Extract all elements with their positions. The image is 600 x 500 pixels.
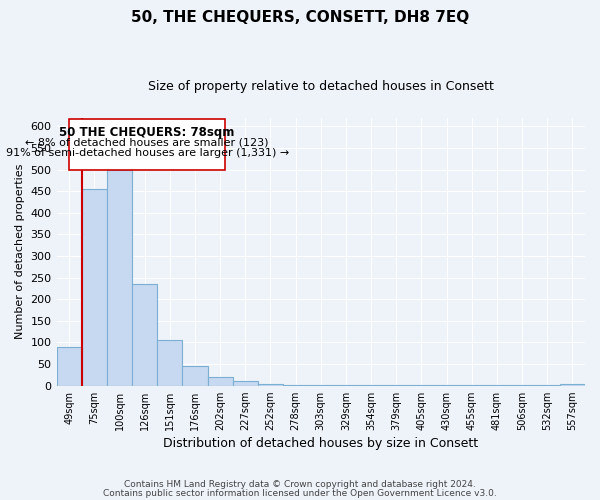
Title: Size of property relative to detached houses in Consett: Size of property relative to detached ho… [148,80,494,93]
Text: 50, THE CHEQUERS, CONSETT, DH8 7EQ: 50, THE CHEQUERS, CONSETT, DH8 7EQ [131,10,469,25]
Bar [56,347,82,386]
Bar [182,366,208,386]
Text: Contains HM Land Registry data © Crown copyright and database right 2024.: Contains HM Land Registry data © Crown c… [124,480,476,489]
Bar [208,377,233,386]
Text: 91% of semi-detached houses are larger (1,331) →: 91% of semi-detached houses are larger (… [5,148,289,158]
FancyBboxPatch shape [69,119,225,170]
Text: Contains public sector information licensed under the Open Government Licence v3: Contains public sector information licen… [103,488,497,498]
Bar [132,284,157,386]
Bar [82,189,107,386]
X-axis label: Distribution of detached houses by size in Consett: Distribution of detached houses by size … [163,437,478,450]
Y-axis label: Number of detached properties: Number of detached properties [15,164,25,340]
Bar [107,170,132,386]
Bar [258,384,283,386]
Bar [233,382,258,386]
Text: 50 THE CHEQUERS: 78sqm: 50 THE CHEQUERS: 78sqm [59,126,235,138]
Text: ← 8% of detached houses are smaller (123): ← 8% of detached houses are smaller (123… [25,137,269,147]
Bar [560,384,585,386]
Bar [157,340,182,386]
